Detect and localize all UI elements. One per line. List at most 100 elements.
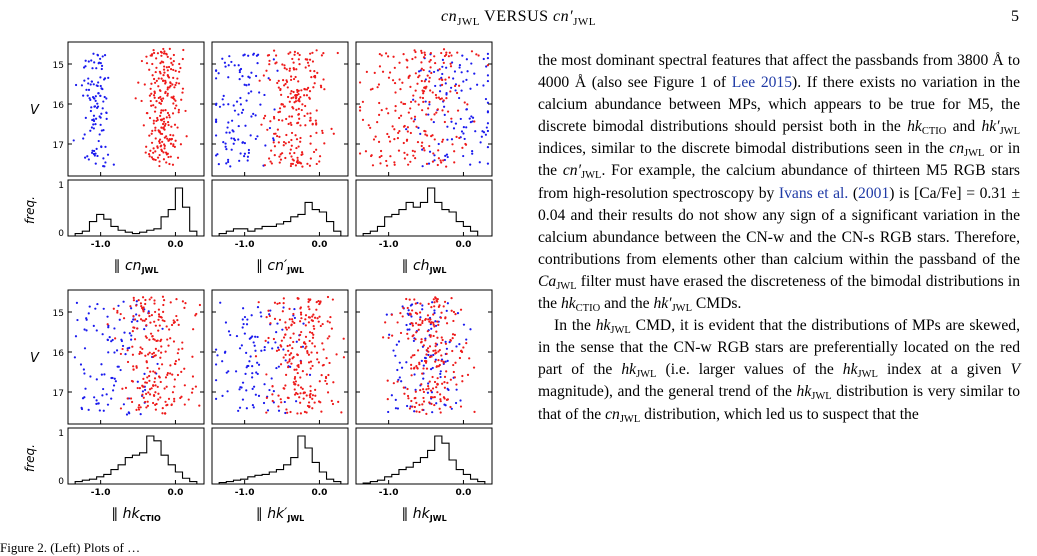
cn-s-star-point — [143, 83, 146, 86]
cn-s-star-point — [173, 86, 176, 89]
cn-s-star-point — [384, 321, 387, 324]
cn-s-star-point — [146, 404, 150, 407]
cn-s-star-point — [138, 352, 141, 355]
cn-w-star-point — [106, 315, 109, 318]
cn-s-star-point — [170, 61, 173, 64]
cn-s-star-point — [414, 390, 417, 393]
cn-s-star-point — [181, 341, 184, 344]
cn-s-star-point — [393, 128, 396, 131]
p2-math: hk — [796, 383, 812, 401]
cn-s-star-point — [280, 401, 283, 404]
cn-w-star-point — [94, 307, 97, 310]
cn-w-star-point — [214, 379, 218, 382]
cn-s-star-point — [422, 388, 425, 391]
cn-w-star-point — [254, 349, 257, 352]
cn-w-star-point — [462, 323, 466, 326]
cn-s-star-point — [318, 315, 321, 318]
cn-s-star-point — [131, 380, 134, 383]
cn-w-star-point — [484, 97, 488, 101]
cn-s-star-point — [303, 410, 307, 413]
cn-w-star-point — [446, 138, 449, 141]
cn-w-star-point — [295, 340, 298, 343]
cn-s-star-point — [158, 367, 161, 370]
panel-xlabel: ∥ cnJWL — [114, 258, 159, 275]
cn-s-star-point — [312, 313, 315, 316]
cn-s-star-point — [385, 107, 388, 110]
cn-w-star-point — [443, 113, 446, 116]
cn-w-star-point — [250, 115, 253, 118]
cn-w-star-point — [277, 346, 280, 349]
cn-w-star-point — [295, 400, 298, 403]
cn-w-star-point — [225, 131, 228, 134]
cn-s-star-point — [154, 391, 157, 394]
cn-w-star-point — [237, 409, 240, 412]
panel-xlabel-prefix: ∥ — [256, 506, 267, 522]
cn-s-star-point — [277, 86, 280, 89]
cn-s-star-point — [158, 70, 162, 73]
cn-s-star-point — [146, 112, 149, 115]
cn-w-star-point — [225, 162, 228, 165]
cn-s-star-point — [426, 74, 429, 77]
hist-xtick-label: -1.0 — [379, 488, 399, 498]
cn-w-star-point — [413, 373, 416, 376]
cn-s-star-point — [453, 333, 456, 336]
cn-s-star-point — [385, 164, 389, 167]
cn-s-star-point — [307, 305, 310, 308]
cn-w-star-point — [214, 348, 218, 351]
cn-s-star-point — [427, 384, 430, 388]
cn-s-star-point — [298, 338, 301, 341]
cn-w-star-point — [233, 139, 237, 142]
cn-w-star-point — [412, 98, 415, 101]
cn-s-star-point — [314, 388, 317, 391]
cn-s-star-point — [324, 379, 327, 383]
p2-math: cn — [605, 405, 620, 423]
cn-w-star-point — [257, 394, 261, 397]
cn-w-star-point — [251, 376, 254, 379]
cn-s-star-point — [422, 367, 425, 370]
cn-s-star-point — [293, 393, 297, 396]
cn-s-star-point — [457, 84, 461, 87]
cn-s-star-point — [436, 382, 439, 385]
cn-s-star-point — [436, 163, 439, 167]
running-head-cn: cn — [440, 8, 458, 25]
cn-w-star-point — [80, 84, 84, 87]
cn-w-star-point — [111, 338, 114, 342]
cn-s-star-point — [379, 162, 382, 165]
cn-s-star-point — [181, 300, 184, 303]
cn-s-star-point — [159, 315, 162, 319]
cn-w-star-point — [434, 84, 437, 88]
cn-w-star-point — [95, 67, 98, 70]
cn-w-star-point — [463, 137, 466, 141]
cn-s-star-point — [298, 53, 301, 57]
cn-s-star-point — [290, 115, 294, 118]
panel-xlabel: ∥ cn′JWL — [256, 258, 304, 275]
citation-ivans-year[interactable]: 2001 — [858, 184, 890, 202]
cn-w-star-point — [243, 83, 246, 86]
hist-panel-frame — [67, 179, 205, 237]
cn-s-star-point — [286, 344, 289, 348]
cn-s-star-point — [162, 68, 166, 71]
cn-s-star-point — [160, 126, 163, 129]
cn-s-star-point — [288, 69, 291, 72]
citation-lee-2015[interactable]: Lee 2015 — [731, 74, 793, 92]
running-head-sub-a: JWL — [457, 16, 480, 29]
hist-ylabel: freq. — [23, 444, 37, 472]
cn-s-star-point — [152, 104, 155, 107]
cn-s-star-point — [139, 318, 143, 321]
cn-w-star-point — [277, 365, 280, 368]
cn-w-star-point — [273, 108, 276, 111]
cn-s-star-point — [300, 108, 303, 112]
cn-s-star-point — [156, 145, 159, 148]
citation-ivans[interactable]: Ivans et al. — [778, 184, 849, 202]
cn-w-star-point — [414, 388, 417, 391]
cn-w-star-point — [268, 126, 272, 130]
cn-w-star-point — [387, 410, 390, 414]
cn-w-star-point — [90, 59, 93, 62]
cn-s-star-point — [437, 323, 440, 326]
cn-w-star-point — [484, 133, 487, 136]
cn-s-star-point — [152, 94, 156, 97]
cn-w-star-point — [460, 89, 463, 92]
cn-s-star-point — [449, 65, 453, 68]
cn-s-star-point — [288, 318, 291, 321]
cn-s-star-point — [300, 345, 303, 349]
